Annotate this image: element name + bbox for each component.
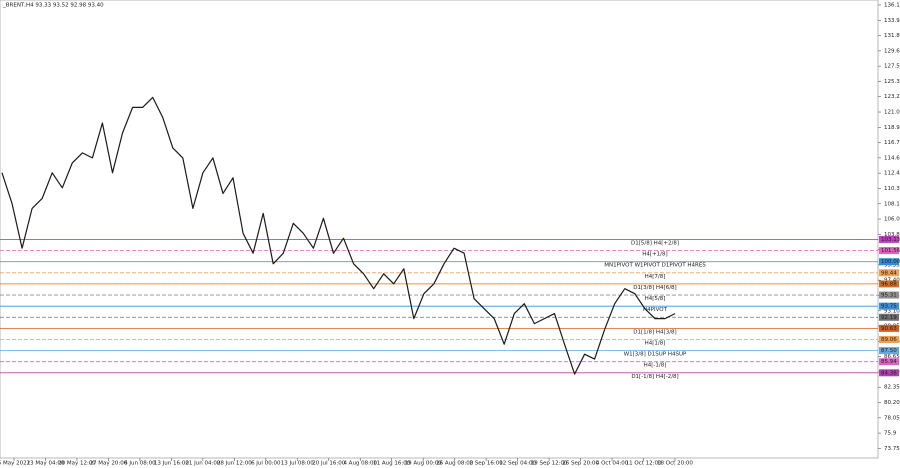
plot-frame [0, 0, 879, 459]
y-tick-label: 125.35 [884, 79, 900, 85]
level-price: 95.31 [881, 293, 897, 299]
y-tick-label: 136.10 [884, 2, 900, 8]
y-tick-label: 108.15 [884, 201, 900, 207]
level-price: 92.19 [881, 315, 897, 321]
x-tick-label: 21 Jun 04:00 [185, 461, 220, 467]
y-tick-label: 78.05 [884, 415, 900, 421]
y-tick-label: 86.65 [884, 354, 900, 360]
level-price-box [879, 347, 899, 355]
level-price: 90.63 [881, 326, 897, 332]
y-tick-label: 112.45 [884, 171, 900, 177]
y-tick-label: 116.75 [884, 140, 900, 146]
x-tick-label: 28 Jun 12:00 [217, 461, 252, 467]
x-tick-label: 13 Jul 08:00 [281, 461, 314, 467]
y-tick-label: 131.80 [884, 33, 900, 39]
level-price: 93.75 [881, 304, 897, 310]
level-price-box [879, 291, 899, 299]
x-tick-label: 26 Sep 20:00 [562, 461, 599, 467]
y-tick-label: 129.65 [884, 48, 900, 54]
level-label: W1[3/8] D1SUP H4SUP [624, 352, 687, 358]
level-price: 103.13 [881, 237, 900, 243]
y-tick-label: 133.95 [884, 18, 900, 24]
x-tick-label: 4 Oct 04:00 [596, 461, 629, 467]
level-price-box [879, 313, 899, 321]
level-price: 98.44 [881, 270, 897, 276]
y-tick-label: 114.60 [884, 155, 900, 161]
level-price-box [879, 369, 899, 377]
x-tick-label: 26 Aug 08:00 [436, 461, 474, 467]
level-price: 85.94 [881, 359, 897, 365]
y-tick-label: 121.05 [884, 110, 900, 116]
level-price-box [879, 269, 899, 277]
level-price-box [879, 336, 899, 344]
level-label: D1[1/8] H4[3/8] [633, 329, 676, 335]
y-tick-label: 82.35 [884, 385, 900, 391]
level-label: D1[3/8] H4[6/8] [633, 285, 676, 291]
x-tick-label: 12 Sep 04:00 [499, 461, 536, 467]
x-tick-label: 19 Sep 12:00 [531, 461, 568, 467]
level-price-box [879, 280, 899, 288]
level-price: 87.50 [881, 348, 897, 354]
price-line [1, 96, 676, 375]
x-tick-label: 6 Jun 08:00 [124, 461, 156, 467]
x-tick-label: 11 Aug 16:00 [373, 461, 411, 467]
level-price-box [879, 358, 899, 366]
y-tick-label: 93.10 [884, 308, 900, 314]
level-price-box [879, 302, 899, 310]
x-tick-label: 18 Oct 20:00 [657, 461, 693, 467]
level-label: H4[1/8] [645, 341, 666, 347]
level-price: 89.06 [881, 337, 897, 343]
level-label: H4[+1/8] [642, 252, 667, 258]
x-tick-label: 20 Jul 16:00 [312, 461, 345, 467]
level-price-box [879, 247, 899, 255]
level-price: 100.00 [881, 259, 900, 265]
level-label: MN1PIVOT W1PIVOT D1PIVOT H4RES [604, 263, 706, 269]
x-tick-label: 5 May 2022 [0, 461, 30, 467]
level-price-box [879, 258, 899, 266]
y-tick-label: 80.20 [884, 400, 900, 406]
level-price: 84.38 [881, 370, 897, 376]
y-tick-label: 106.00 [884, 217, 900, 223]
x-tick-label: 11 Oct 12:00 [626, 461, 662, 467]
y-tick-label: 110.30 [884, 186, 900, 192]
chart-title: _BRENT,H4 93.33 93.52 92.98 93.40 [2, 3, 104, 9]
level-price: 101.56 [881, 248, 900, 254]
level-label: D1[5/8] H4[+2/8] [631, 240, 679, 246]
x-tick-label: 4 Aug 08:00 [343, 461, 377, 467]
x-tick-label: 13 May 04:00 [27, 461, 65, 467]
y-tick-label: 103.85 [884, 232, 900, 238]
x-tick-label: 19 Aug 00:00 [405, 461, 443, 467]
x-tick-label: 27 May 20:00 [90, 461, 128, 467]
y-tick-label: 73.75 [884, 446, 900, 452]
level-label: H4[5/8] [645, 296, 666, 302]
x-tick-label: 6 Jul 00:00 [251, 461, 281, 467]
x-tick-label: 13 Jun 16:00 [154, 461, 189, 467]
level-label: D1[-1/8] H4[-2/8] [631, 374, 678, 380]
level-price: 96.88 [881, 281, 897, 287]
level-price-box [879, 235, 899, 243]
y-tick-label: 123.20 [884, 94, 900, 100]
x-tick-label: 20 May 12:00 [58, 461, 96, 467]
level-label: H4PIVOT [643, 307, 668, 313]
y-tick-label: 75.9 [884, 431, 897, 437]
level-price-box [879, 324, 899, 332]
y-tick-label: 99.55 [884, 262, 900, 268]
x-tick-label: 2 Sep 16:00 [470, 461, 504, 467]
level-label: H4[-1/8] [644, 363, 667, 369]
level-label: H4[7/8] [645, 274, 666, 280]
y-tick-label: 118.90 [884, 125, 900, 131]
y-tick-label: 127.50 [884, 64, 900, 70]
